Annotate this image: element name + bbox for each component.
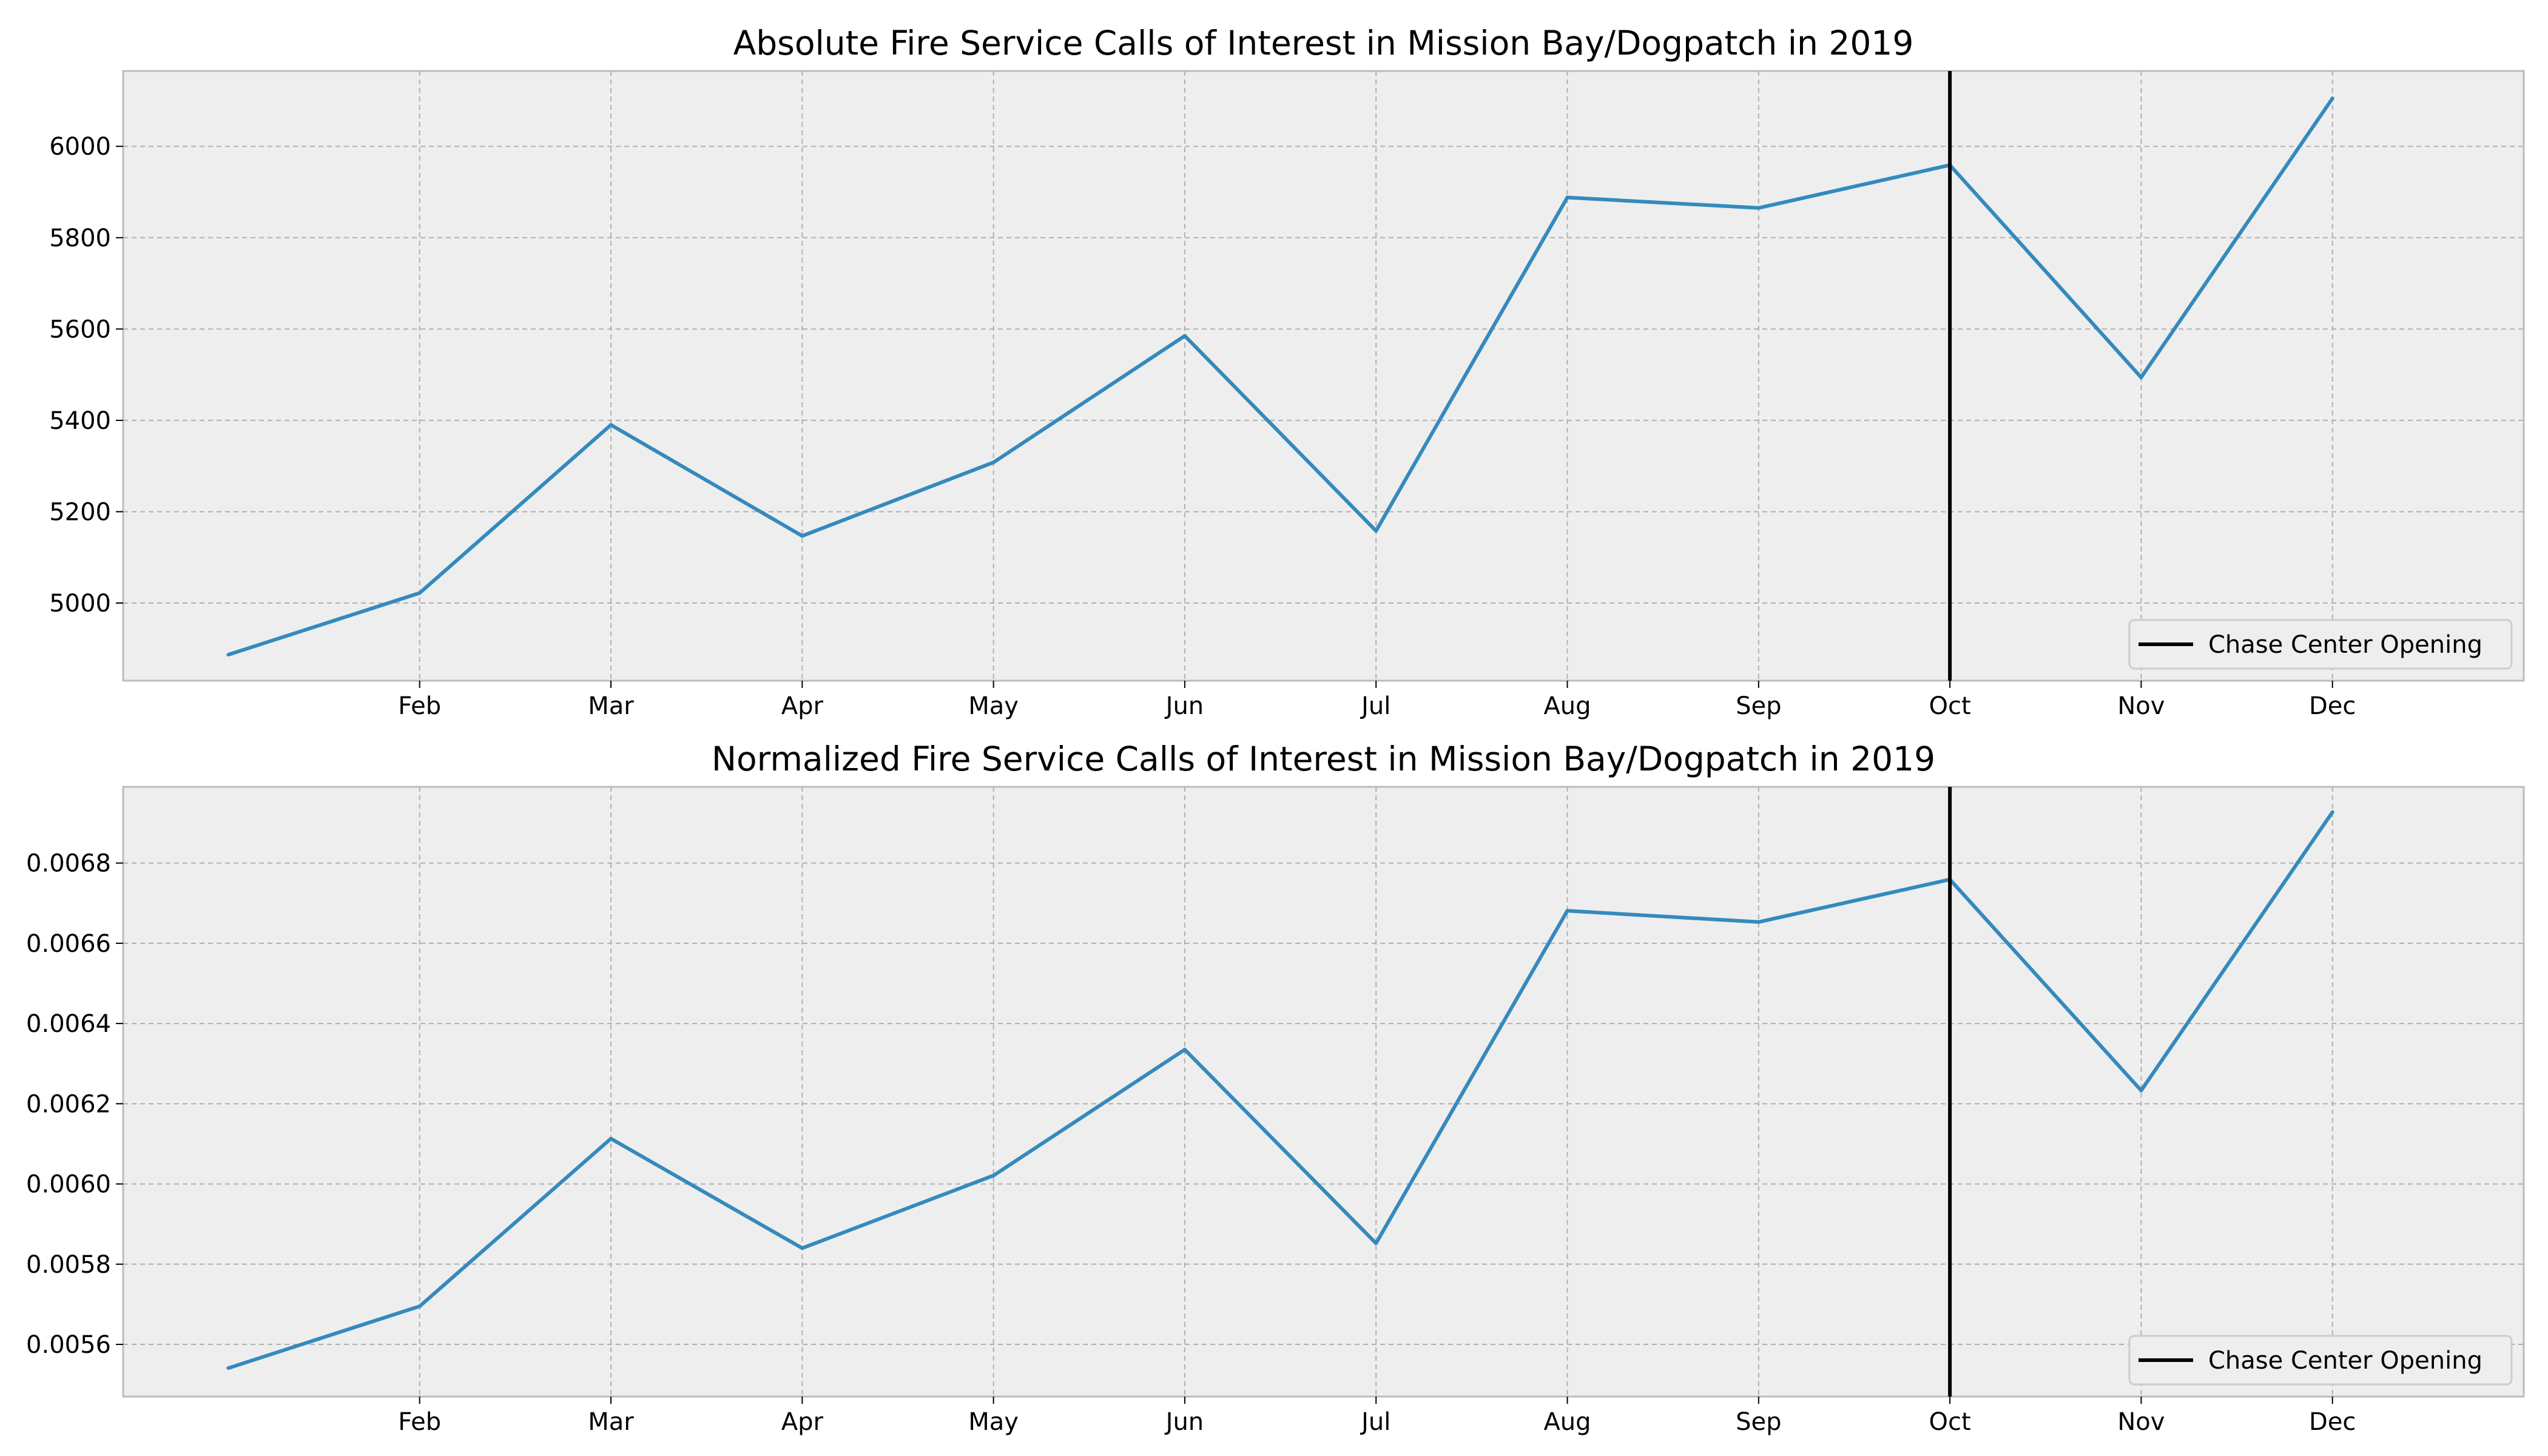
data-point — [1756, 920, 1761, 924]
plot-area — [122, 70, 2525, 682]
chart-title: Normalized Fire Service Calls of Interes… — [712, 740, 1935, 778]
y-tick-label: 5600 — [49, 315, 111, 343]
x-tick-label: Aug — [1543, 692, 1591, 720]
legend: Chase Center Opening — [2128, 619, 2513, 670]
data-point — [991, 460, 996, 465]
y-tick-label: 0.0064 — [26, 1010, 111, 1038]
x-tick-label: Jun — [1164, 692, 1204, 720]
y-tick-label: 0.0056 — [26, 1331, 111, 1359]
series-line — [228, 811, 2334, 1370]
data-point — [1374, 1241, 1378, 1245]
series-line — [228, 97, 2334, 656]
x-tick-label: Jun — [1164, 1408, 1204, 1436]
x-tick-label: Dec — [2309, 1408, 2356, 1436]
y-tick-label: 5200 — [49, 498, 111, 526]
y-tick-label: 5400 — [49, 407, 111, 435]
data-point — [1565, 195, 1569, 200]
data-point — [417, 1304, 422, 1309]
data-point — [2330, 96, 2334, 101]
data-point — [2139, 376, 2143, 380]
data-point — [1182, 334, 1187, 338]
x-tick-label: Jul — [1360, 692, 1390, 720]
data-point — [1374, 529, 1378, 533]
x-tick-label: Aug — [1543, 1408, 1591, 1436]
data-point — [226, 653, 231, 657]
legend-box — [2128, 1335, 2513, 1386]
data-point — [417, 591, 422, 595]
plot-area — [122, 786, 2525, 1398]
y-tick-label: 0.0066 — [26, 930, 111, 958]
y-tick-label: 6000 — [49, 133, 111, 161]
y-tick-label: 0.0060 — [26, 1171, 111, 1199]
data-point — [2330, 810, 2334, 814]
y-tick-label: 5800 — [49, 224, 111, 252]
y-tick-label: 0.0058 — [26, 1251, 111, 1279]
data-point — [1756, 206, 1761, 210]
legend-label: Chase Center Opening — [2208, 631, 2482, 659]
legend-label: Chase Center Opening — [2208, 1347, 2482, 1375]
data-point — [226, 1366, 231, 1370]
x-tick-label: Oct — [1929, 1408, 1971, 1436]
x-tick-label: Feb — [398, 692, 441, 720]
x-tick-label: Apr — [781, 1408, 824, 1436]
x-tick-label: Jul — [1360, 1408, 1390, 1436]
y-tick-label: 5000 — [49, 590, 111, 618]
data-point — [800, 534, 804, 538]
chart-title: Absolute Fire Service Calls of Interest … — [733, 24, 1914, 62]
y-tick-label: 0.0068 — [26, 850, 111, 878]
x-tick-label: Apr — [781, 692, 824, 720]
data-point — [2139, 1088, 2143, 1093]
x-tick-label: Mar — [588, 1408, 634, 1436]
x-tick-label: Nov — [2117, 692, 2165, 720]
x-tick-label: Sep — [1736, 692, 1781, 720]
data-point — [1182, 1048, 1187, 1052]
x-tick-label: Oct — [1929, 692, 1971, 720]
x-tick-label: May — [968, 1408, 1019, 1436]
x-tick-label: Feb — [398, 1408, 441, 1436]
legend-box — [2128, 619, 2513, 670]
data-point — [609, 1136, 613, 1141]
x-tick-label: May — [968, 692, 1019, 720]
data-point — [991, 1173, 996, 1178]
x-tick-label: Dec — [2309, 692, 2356, 720]
data-point — [609, 423, 613, 427]
chart-2: Feb Mar Apr May Jun Jul Aug Sep Oct Nov Dec 0.0056 0… — [26, 740, 2525, 1436]
data-point — [800, 1246, 804, 1250]
y-tick-label: 0.0062 — [26, 1090, 111, 1118]
legend: Chase Center Opening — [2128, 1335, 2513, 1386]
x-tick-label: Mar — [588, 692, 634, 720]
x-tick-label: Nov — [2117, 1408, 2165, 1436]
chart-1: Feb Mar Apr May Jun Jul Aug Sep Oct Nov Dec 5000 520… — [49, 24, 2525, 720]
x-tick-label: Sep — [1736, 1408, 1781, 1436]
data-point — [1565, 909, 1569, 913]
